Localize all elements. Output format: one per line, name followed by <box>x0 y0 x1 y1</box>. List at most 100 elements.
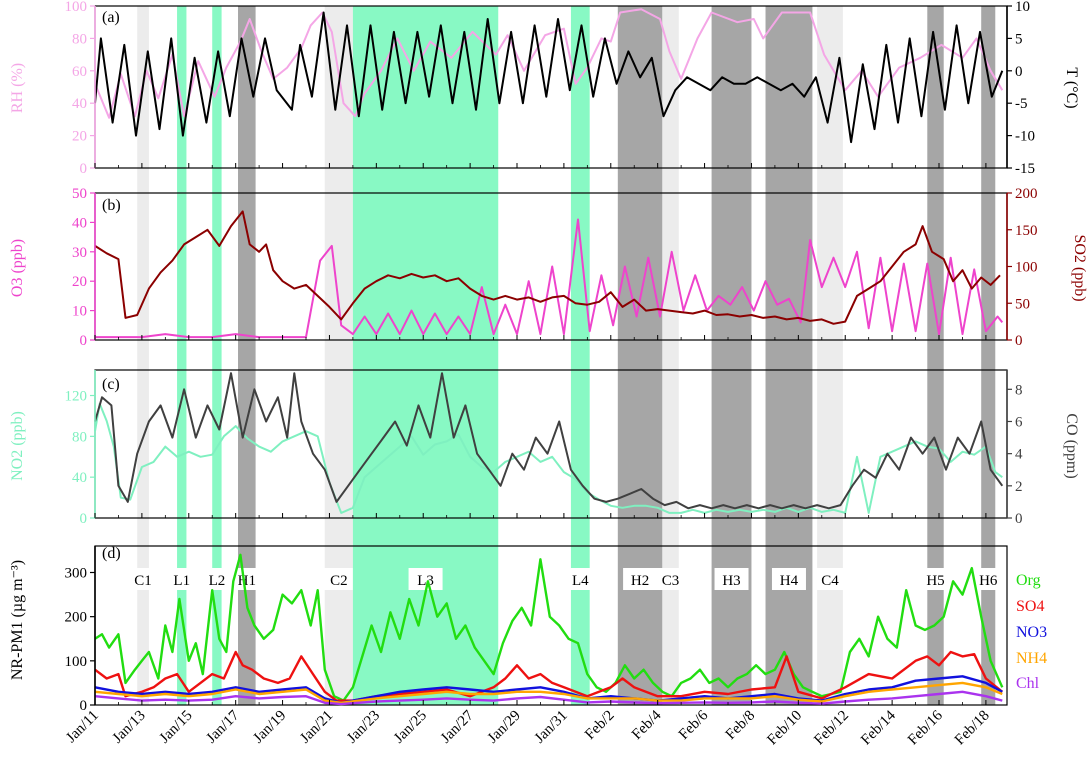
ytick-label-right-b: 0 <box>1015 333 1023 349</box>
xtick-label: Feb/10 <box>764 708 805 749</box>
series-co <box>94 372 1004 510</box>
ytick-label-right-a: -15 <box>1015 161 1035 177</box>
episode-label-bg-h5 <box>918 568 953 590</box>
ytick-label-left-c: 0 <box>80 511 88 527</box>
ytick-label-right-c: 8 <box>1015 382 1023 398</box>
ytick-label-left-b: 20 <box>72 274 87 290</box>
xtick-label: Feb/8 <box>723 708 758 743</box>
ytick-label-left-a: 40 <box>72 96 87 112</box>
episode-label-c4: C4 <box>821 573 839 589</box>
ytick-label-right-a: 5 <box>1015 31 1023 47</box>
xtick-label: Feb/6 <box>676 707 712 743</box>
series-so2 <box>94 210 1001 325</box>
ytick-label-left-d: 100 <box>65 654 88 670</box>
xtick-label: Feb/18 <box>952 708 993 749</box>
ytick-label-left-b: 10 <box>72 304 87 320</box>
xtick-label: Jan/15 <box>157 708 196 747</box>
ytick-label-right-b: 200 <box>1015 186 1038 202</box>
episode-label-bg-h1 <box>229 568 264 590</box>
episode-label-bg-c1 <box>126 568 161 590</box>
panel-label-c: (c) <box>102 376 120 393</box>
episode-h6 <box>981 6 996 705</box>
episode-h2 <box>617 6 663 705</box>
xtick-label: Jan/13 <box>110 708 149 747</box>
xtick-label: Feb/16 <box>905 707 946 748</box>
ytick-label-left-b: 30 <box>72 245 87 261</box>
episode-label-c3: C3 <box>662 573 680 589</box>
axis-labels: RH (%) T (°C) O3 (ppb) SO2 (ppb) NO2 (pp… <box>9 63 1088 680</box>
xtick-label: Feb/14 <box>858 707 899 748</box>
episode-label-bg-l1 <box>168 568 195 590</box>
episode-h1 <box>238 6 256 705</box>
episode-shading: C1 L1 L2 H1 C2 L3 L4 H2 C3 H3 H4 C4 H5 H6 <box>126 6 1006 705</box>
ytick-label-left-c: 40 <box>72 470 87 486</box>
ytick-label-left-c: 80 <box>72 429 87 445</box>
ytick-label-right-a: -5 <box>1015 96 1028 112</box>
temp-axis-label: T (°C) <box>1063 67 1080 108</box>
episode-h3 <box>711 6 752 705</box>
episode-label-c2: C2 <box>330 573 348 589</box>
episode-h4 <box>765 6 813 705</box>
xtick-label: Feb/12 <box>811 708 852 749</box>
series-nh4 <box>94 681 1003 704</box>
episode-label-l2: L2 <box>209 573 226 589</box>
episode-c1 <box>137 6 149 705</box>
episode-c3 <box>662 6 679 705</box>
episode-label-bg-l2 <box>199 568 234 590</box>
episode-label-bg-h6 <box>971 568 1006 590</box>
co-axis-label: CO (ppm) <box>1063 413 1080 478</box>
legend: Org SO4 NO3 NH4 Chl <box>1016 572 1047 692</box>
ytick-label-left-a: 100 <box>65 0 88 15</box>
ytick-label-right-a: 0 <box>1015 64 1023 80</box>
pm-axis-label: NR-PM1 (µg m⁻³) <box>9 560 26 680</box>
no2-axis-label: NO2 (ppb) <box>9 411 26 481</box>
ytick-label-right-b: 150 <box>1015 223 1038 239</box>
series-no2 <box>94 402 1003 514</box>
ytick-label-left-a: 60 <box>72 64 87 80</box>
ytick-label-left-a: 80 <box>72 31 87 47</box>
episode-label-h1: H1 <box>238 573 256 589</box>
ytick-label-left-d: 200 <box>65 610 88 626</box>
panel-labels: (a) (b) (c) (d) <box>102 9 121 562</box>
ytick-label-left-a: 0 <box>80 161 88 177</box>
series-rh <box>94 8 1004 119</box>
panel-label-b: (b) <box>102 197 121 214</box>
ytick-label-left-b: 40 <box>72 215 87 231</box>
xtick-label: Jan/21 <box>297 708 336 747</box>
rh-axis-label: RH (%) <box>9 63 26 113</box>
episode-label-bg-h3 <box>714 568 749 590</box>
so2-axis-label: SO2 (ppb) <box>1071 234 1088 301</box>
panel-label-d: (d) <box>102 545 121 562</box>
episode-l2 <box>212 6 222 705</box>
xtick-label: Jan/25 <box>391 708 430 747</box>
legend-chl: Chl <box>1016 675 1040 692</box>
episode-label-h3: H3 <box>722 573 740 589</box>
episode-l4 <box>570 6 590 705</box>
legend-so4: SO4 <box>1016 598 1044 615</box>
episode-label-bg-l4 <box>563 568 598 590</box>
legend-no3: NO3 <box>1016 624 1047 641</box>
xtick-label: Feb/4 <box>629 707 665 743</box>
episode-label-h6: H6 <box>979 573 998 589</box>
series-lines <box>94 8 1004 706</box>
episode-label-h2: H2 <box>631 573 649 589</box>
ytick-label-right-c: 2 <box>1015 479 1023 495</box>
episode-label-h4: H4 <box>780 573 799 589</box>
episode-label-bg-l3 <box>408 568 443 590</box>
episode-label-h5: H5 <box>926 573 944 589</box>
series-org <box>94 553 1004 702</box>
episode-c2 <box>324 6 353 705</box>
xtick-label: Jan/19 <box>250 708 289 747</box>
ytick-label-right-c: 0 <box>1015 511 1023 527</box>
legend-nh4: NH4 <box>1016 650 1047 667</box>
ytick-label-left-b: 0 <box>80 333 88 349</box>
episode-label-bg-c2 <box>321 568 356 590</box>
panel-frame-0 <box>94 5 1008 169</box>
ytick-label-right-c: 4 <box>1015 447 1023 463</box>
xtick-label: Jan/27 <box>438 707 477 746</box>
ytick-label-right-a: -10 <box>1015 129 1035 145</box>
ytick-label-left-d: 300 <box>65 566 88 582</box>
o3-axis-label: O3 (ppb) <box>9 239 26 297</box>
series-no3 <box>94 675 1003 704</box>
